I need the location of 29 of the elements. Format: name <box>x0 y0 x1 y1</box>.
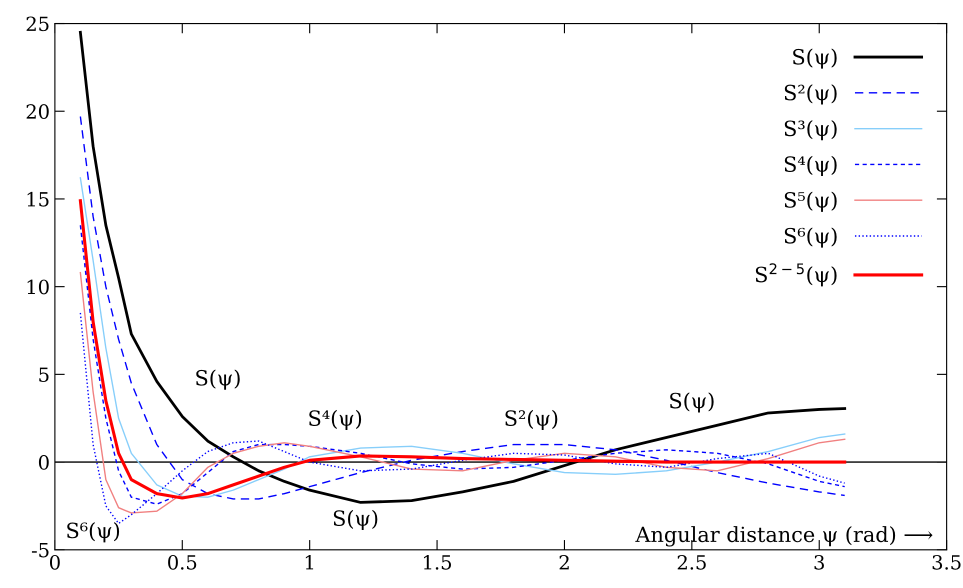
legend-label: S²(ψ) <box>784 84 837 104</box>
x-axis-title: Angular distance ψ (rad) ⟶ <box>635 526 932 547</box>
x-tick-label: 0 <box>50 554 60 570</box>
y-tick-label: 15 <box>28 192 49 207</box>
x-tick-label: 2.5 <box>678 554 706 570</box>
legend-label: S⁶(ψ) <box>784 227 837 248</box>
y-tick-label: 25 <box>26 16 49 32</box>
x-tick-label: 1 <box>306 554 314 570</box>
y-tick-label: 20 <box>26 104 49 119</box>
y-tick-label: 5 <box>39 368 49 382</box>
legend-label: S³(ψ) <box>784 120 837 140</box>
x-tick-label: 2 <box>560 554 569 570</box>
y-tick-label: -5 <box>32 542 49 558</box>
x-tick-label: 3 <box>814 554 824 570</box>
annotation: S(ψ) <box>196 370 240 390</box>
annotation: S⁴(ψ) <box>309 410 362 430</box>
legend-label: S⁴(ψ) <box>784 156 837 176</box>
annotation: S(ψ) <box>670 392 714 413</box>
annotation: S⁶(ψ) <box>67 522 120 542</box>
legend-label: S(ψ) <box>793 48 837 69</box>
annotation: S²(ψ) <box>505 410 558 430</box>
legend-label: S⁵(ψ) <box>784 192 837 212</box>
legend-label: S$^{2−5}$(ψ) <box>756 263 837 286</box>
y-tick-label: 10 <box>28 280 49 294</box>
x-tick-label: 1.5 <box>424 554 452 570</box>
annotation: S(ψ) <box>334 510 378 530</box>
x-tick-label: 0.5 <box>168 554 196 570</box>
y-tick-label: 0 <box>38 455 49 470</box>
x-tick-label: 3.5 <box>932 554 961 570</box>
